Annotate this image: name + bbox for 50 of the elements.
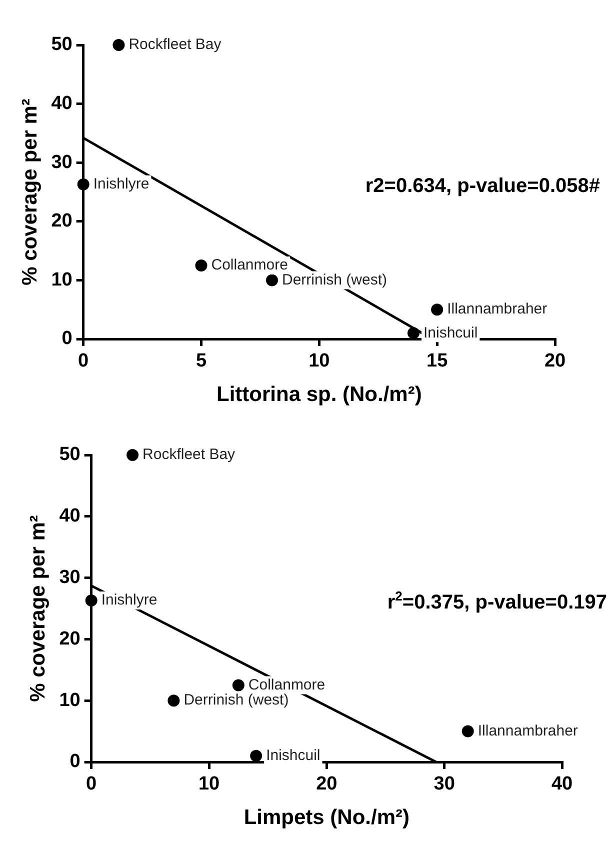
point	[431, 304, 444, 316]
point	[168, 694, 180, 707]
y-tick-label: 20	[51, 210, 72, 232]
y-tick-label: 0	[62, 328, 72, 350]
x-tick-label: 0	[86, 774, 97, 795]
y-tick-label: 40	[51, 93, 72, 114]
x-tick-label: 20	[316, 774, 338, 795]
point	[232, 679, 244, 692]
data-label: Inishcuil	[424, 324, 478, 342]
x-tick-label: 40	[551, 774, 573, 795]
x-tick-label: 20	[544, 350, 566, 372]
point	[112, 39, 125, 51]
data-label: Illannambraher	[478, 722, 578, 740]
x-tick-label: 10	[198, 774, 220, 795]
point	[195, 260, 208, 272]
y-tick-label: 30	[51, 152, 72, 173]
point	[266, 274, 278, 286]
annotation: r2=0.634, p-value=0.058#	[365, 175, 600, 197]
x-tick-label: 5	[196, 350, 207, 372]
y-tick-label: 50	[59, 444, 80, 466]
data-label: Collanmore	[211, 256, 288, 274]
x-axis-title: Littorina sp. (No./m²)	[216, 383, 422, 406]
y-tick-label: 0	[70, 751, 80, 772]
data-label: Derrinish (west)	[282, 271, 388, 288]
data-label: Inishlyre	[101, 592, 158, 609]
data-label: Collanmore	[248, 676, 326, 694]
x-tick-label: 10	[308, 350, 330, 372]
y-tick-label: 50	[51, 34, 72, 56]
point	[462, 725, 474, 738]
data-label: Inishlyre	[93, 175, 150, 192]
point	[85, 594, 98, 607]
data-label: Inishcuil	[266, 747, 320, 764]
x-axis-title: Limpets (No./m²)	[244, 806, 410, 830]
point	[250, 750, 262, 762]
point	[408, 327, 420, 340]
point	[126, 449, 139, 461]
x-tick-label: 30	[434, 774, 455, 795]
point	[77, 178, 90, 190]
y-tick-label: 10	[59, 690, 80, 711]
data-label: Derrinish (west)	[184, 692, 289, 709]
data-label: Illannambraher	[447, 300, 548, 318]
y-axis-title: % coverage per m²	[18, 98, 42, 286]
x-tick-label: 15	[426, 350, 448, 372]
y-tick-label: 30	[59, 567, 80, 588]
data-label: Rockfleet Bay	[142, 446, 236, 464]
y-axis-title: % coverage per m²	[26, 515, 50, 702]
y-tick-label: 10	[51, 269, 72, 290]
y-tick-label: 20	[59, 628, 80, 650]
data-label: Rockfleet Bay	[128, 36, 222, 54]
y-tick-label: 40	[59, 506, 80, 527]
